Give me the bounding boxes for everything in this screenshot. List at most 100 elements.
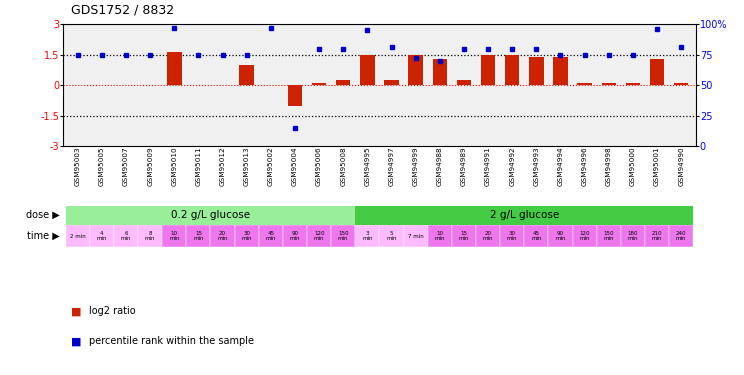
Bar (674, 83, 688, 85)
Text: 8
min: 8 min (145, 231, 155, 241)
Text: 0.2 g/L glucose: 0.2 g/L glucose (171, 210, 250, 220)
Bar (650, 59, 664, 85)
Text: 6
min: 6 min (121, 231, 131, 241)
Bar (186, 225, 211, 248)
Text: ■: ■ (71, 306, 81, 316)
Text: time ▶: time ▶ (27, 231, 60, 241)
Bar (432, 59, 447, 85)
Text: GSM94989: GSM94989 (461, 146, 467, 186)
Bar (476, 225, 500, 248)
Bar (379, 225, 403, 248)
Text: GSM95013: GSM95013 (244, 146, 250, 186)
Bar (620, 225, 645, 248)
Text: 45
min: 45 min (531, 231, 542, 241)
Text: GSM95004: GSM95004 (292, 146, 298, 186)
Bar (626, 83, 640, 85)
Text: GSM95005: GSM95005 (99, 146, 105, 186)
Text: 4
min: 4 min (97, 231, 107, 241)
Text: ■: ■ (71, 336, 81, 346)
Bar (360, 55, 375, 85)
Text: GSM95003: GSM95003 (74, 146, 80, 186)
Text: GSM94999: GSM94999 (413, 146, 419, 186)
Text: GSM94993: GSM94993 (533, 146, 539, 186)
Text: 240
min: 240 min (676, 231, 687, 241)
Bar (669, 225, 693, 248)
Bar (65, 206, 356, 225)
Bar (234, 225, 259, 248)
Text: GSM94995: GSM94995 (365, 146, 371, 186)
Text: 45
min: 45 min (266, 231, 276, 241)
Bar (288, 85, 302, 105)
Text: 5
min: 5 min (386, 231, 397, 241)
Text: GSM95000: GSM95000 (630, 146, 636, 186)
Bar (167, 53, 182, 85)
Bar (645, 225, 669, 248)
Text: GSM94990: GSM94990 (679, 146, 684, 186)
Text: GSM95008: GSM95008 (340, 146, 346, 186)
Text: 2 min: 2 min (70, 234, 86, 238)
Bar (408, 55, 423, 85)
Text: GSM94996: GSM94996 (582, 146, 588, 186)
Bar (162, 225, 186, 248)
Text: 120
min: 120 min (314, 231, 324, 241)
Text: GSM95010: GSM95010 (171, 146, 177, 186)
Text: GSM94991: GSM94991 (485, 146, 491, 186)
Bar (114, 225, 138, 248)
Bar (138, 225, 162, 248)
Bar (573, 225, 597, 248)
Text: GSM94988: GSM94988 (437, 146, 443, 186)
Bar (312, 83, 327, 85)
Text: 15
min: 15 min (458, 231, 469, 241)
Text: percentile rank within the sample: percentile rank within the sample (89, 336, 254, 346)
Text: 10
min: 10 min (434, 231, 445, 241)
Text: GSM95012: GSM95012 (219, 146, 225, 186)
Text: 90
min: 90 min (555, 231, 565, 241)
Bar (307, 225, 331, 248)
Text: 3
min: 3 min (362, 231, 373, 241)
Bar (65, 225, 90, 248)
Text: 20
min: 20 min (483, 231, 493, 241)
Text: GSM95002: GSM95002 (268, 146, 274, 186)
Bar (529, 57, 544, 85)
Bar (548, 225, 573, 248)
Text: 180
min: 180 min (628, 231, 638, 241)
Text: 15
min: 15 min (193, 231, 204, 241)
Bar (481, 55, 496, 85)
Bar (500, 225, 525, 248)
Bar (90, 225, 114, 248)
Bar (356, 225, 379, 248)
Bar (336, 80, 350, 85)
Text: 210
min: 210 min (652, 231, 662, 241)
Text: 150
min: 150 min (603, 231, 614, 241)
Text: 10
min: 10 min (169, 231, 179, 241)
Bar (554, 57, 568, 85)
Bar (457, 80, 471, 85)
Bar (577, 83, 591, 85)
Text: 30
min: 30 min (242, 231, 252, 241)
Bar (283, 225, 307, 248)
Text: GSM95011: GSM95011 (196, 146, 202, 186)
Text: log2 ratio: log2 ratio (89, 306, 136, 316)
Text: 30
min: 30 min (507, 231, 517, 241)
Bar (211, 225, 234, 248)
Bar (356, 206, 693, 225)
Bar (403, 225, 428, 248)
Text: GSM95007: GSM95007 (123, 146, 129, 186)
Text: GDS1752 / 8832: GDS1752 / 8832 (71, 4, 174, 17)
Text: 7 min: 7 min (408, 234, 423, 238)
Text: GSM94998: GSM94998 (606, 146, 612, 186)
Bar (240, 65, 254, 85)
Bar (384, 80, 399, 85)
Bar (601, 83, 616, 85)
Text: 2 g/L glucose: 2 g/L glucose (490, 210, 559, 220)
Bar (331, 225, 356, 248)
Bar (259, 225, 283, 248)
Text: GSM94997: GSM94997 (388, 146, 394, 186)
Bar (525, 225, 548, 248)
Bar (452, 225, 476, 248)
Text: dose ▶: dose ▶ (26, 210, 60, 220)
Text: GSM95006: GSM95006 (316, 146, 322, 186)
Text: GSM94992: GSM94992 (509, 146, 515, 186)
Text: 150
min: 150 min (338, 231, 348, 241)
Bar (428, 225, 452, 248)
